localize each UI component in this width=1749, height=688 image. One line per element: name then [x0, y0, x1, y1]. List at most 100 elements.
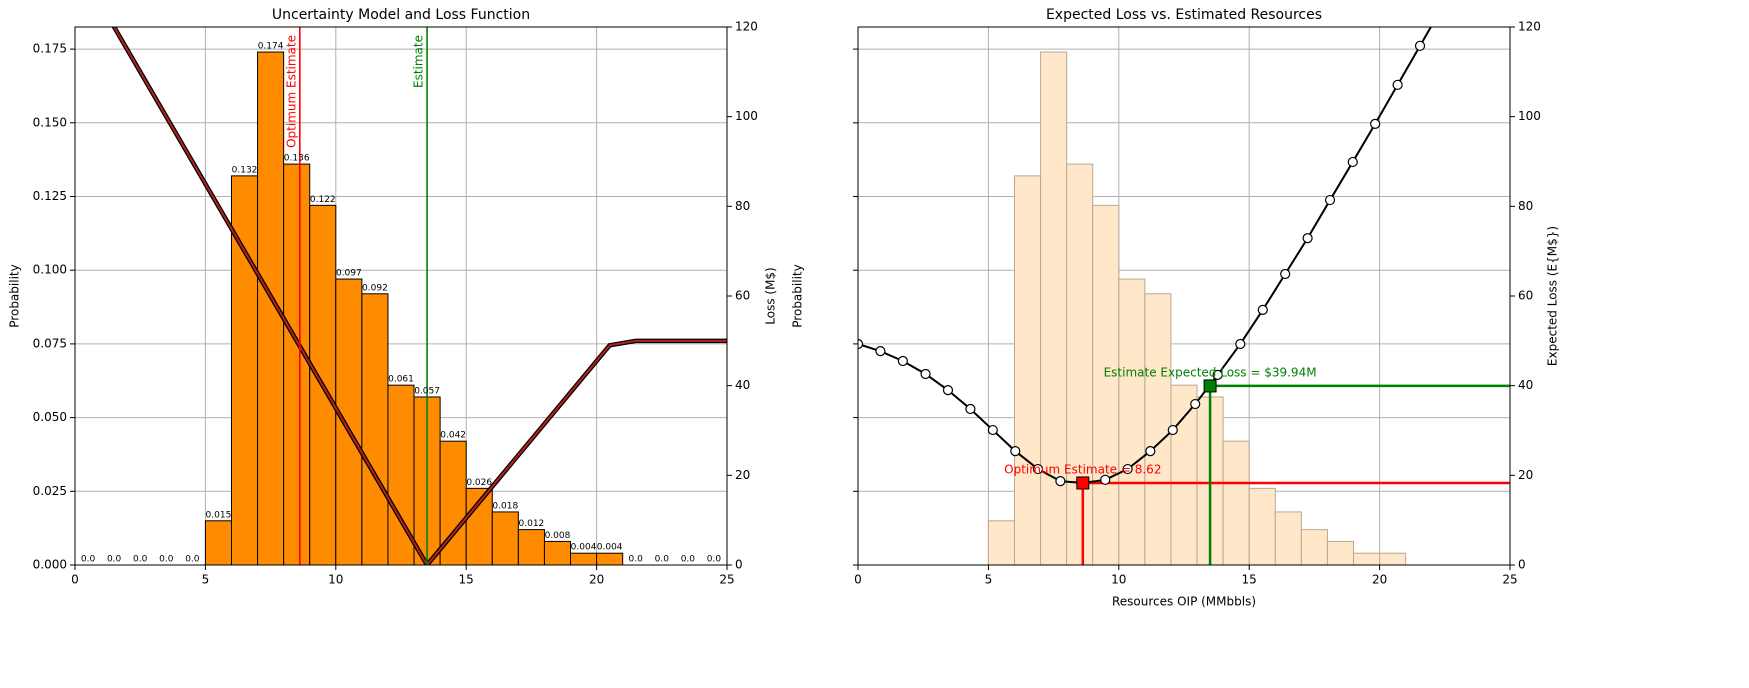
data-label: 0.122: [310, 195, 336, 205]
bar: [1092, 204, 1120, 565]
data-label: 0.018: [492, 501, 518, 511]
y-tick-label: 0.000: [33, 558, 67, 572]
chart-title: Expected Loss vs. Estimated Resources: [1046, 7, 1322, 23]
loss-point: [1212, 369, 1223, 381]
bar: [570, 552, 598, 565]
y2-tick-label: 20: [1518, 468, 1533, 482]
data-label: 0.132: [232, 165, 258, 175]
data-label: 0.174: [258, 42, 284, 52]
loss-point: [858, 338, 864, 350]
y2-tick-label: 80: [1518, 199, 1533, 213]
bar: [1013, 175, 1042, 565]
bar: [1118, 278, 1146, 565]
bar: [596, 552, 624, 565]
bar: [517, 529, 545, 565]
bar: [1353, 552, 1381, 565]
plot-area: [75, 27, 727, 565]
loss-point: [942, 385, 954, 396]
bar: [361, 293, 389, 565]
bar: [204, 520, 232, 565]
y-axis-label: Probability: [8, 264, 22, 327]
data-label: 0.0: [133, 555, 148, 565]
loss-point: [1280, 268, 1291, 280]
y-tick-label: 0.050: [33, 410, 67, 424]
x-tick-label: 20: [589, 573, 604, 587]
loss-point: [1100, 474, 1111, 485]
y-axis-label: Probability: [791, 264, 805, 327]
data-label: 0.0: [185, 555, 200, 565]
bar: [543, 540, 572, 565]
loss-point: [1257, 304, 1268, 315]
marker-label: Estimate Expected Loss = $39.94M: [1104, 365, 1317, 379]
y2-axis-label: Expected Loss (E{M$}): [1546, 226, 1560, 366]
bar: [1170, 384, 1198, 565]
loss-point: [1370, 118, 1381, 129]
data-label: 0.0: [681, 555, 696, 565]
y2-tick-label: 120: [1518, 20, 1541, 34]
x-tick-label: 10: [1111, 573, 1126, 587]
data-label: 0.057: [414, 386, 440, 396]
y-tick-label: 0.125: [33, 189, 67, 203]
loss-point: [1438, 2, 1447, 11]
loss-line: [112, 27, 727, 565]
bar: [335, 278, 363, 565]
data-label: 0.004: [571, 543, 597, 553]
loss-point: [1302, 233, 1313, 244]
x-tick-label: 15: [1242, 573, 1257, 587]
y-tick-label: 0.075: [33, 336, 67, 350]
y2-tick-label: 80: [735, 199, 750, 213]
y2-tick-label: 0: [735, 558, 743, 572]
y2-tick-label: 100: [735, 109, 758, 123]
y-tick-label: 0.175: [33, 42, 67, 56]
marker-square: [1076, 476, 1090, 490]
x-tick-label: 10: [328, 573, 343, 587]
data-label: 0.008: [545, 531, 571, 541]
bar: [283, 163, 311, 565]
bar: [1300, 529, 1328, 565]
bar: [1326, 540, 1355, 565]
loss-point: [1392, 79, 1403, 90]
bar: [1222, 440, 1250, 565]
loss-point: [1235, 338, 1246, 350]
y2-tick-label: 100: [1518, 109, 1541, 123]
x-tick-label: 25: [1502, 573, 1517, 587]
estimate-label: Optimum Estimate: [284, 35, 298, 148]
y2-tick-label: 0: [1518, 558, 1526, 572]
loss-point: [987, 424, 998, 436]
data-label: 0.0: [707, 555, 722, 565]
loss-point: [920, 368, 931, 380]
y-tick-label: 0.150: [33, 115, 67, 129]
bar: [1144, 293, 1172, 565]
bar: [230, 175, 259, 565]
loss-point: [875, 346, 886, 357]
plot-area: [858, 2, 1510, 565]
loss-point: [1010, 446, 1021, 457]
y2-tick-label: 120: [735, 20, 758, 34]
loss-point: [1145, 446, 1156, 457]
estimate-label: Estimate: [412, 35, 426, 88]
data-label: 0.042: [440, 431, 466, 441]
bar: [491, 511, 519, 565]
loss-point: [1167, 424, 1178, 436]
x-tick-label: 5: [985, 573, 993, 587]
bar: [1274, 511, 1302, 565]
y2-tick-label: 40: [735, 378, 750, 392]
y2-tick-label: 40: [1518, 378, 1533, 392]
loss-point: [897, 355, 908, 367]
data-label: 0.0: [629, 555, 644, 565]
bar: [1379, 552, 1407, 565]
y-tick-label: 0.100: [33, 263, 67, 277]
loss-point: [1032, 463, 1044, 475]
y-tick-label: 0.025: [33, 484, 67, 498]
bar: [987, 520, 1015, 565]
x-tick-label: 20: [1372, 573, 1387, 587]
data-label: 0.004: [597, 543, 623, 553]
x-tick-label: 25: [719, 573, 734, 587]
data-label: 0.061: [388, 375, 414, 385]
loss-point: [1414, 40, 1426, 51]
data-label: 0.0: [655, 555, 670, 565]
loss-point: [1055, 476, 1066, 487]
loss-point: [1190, 398, 1201, 410]
data-label: 0.097: [336, 269, 362, 279]
